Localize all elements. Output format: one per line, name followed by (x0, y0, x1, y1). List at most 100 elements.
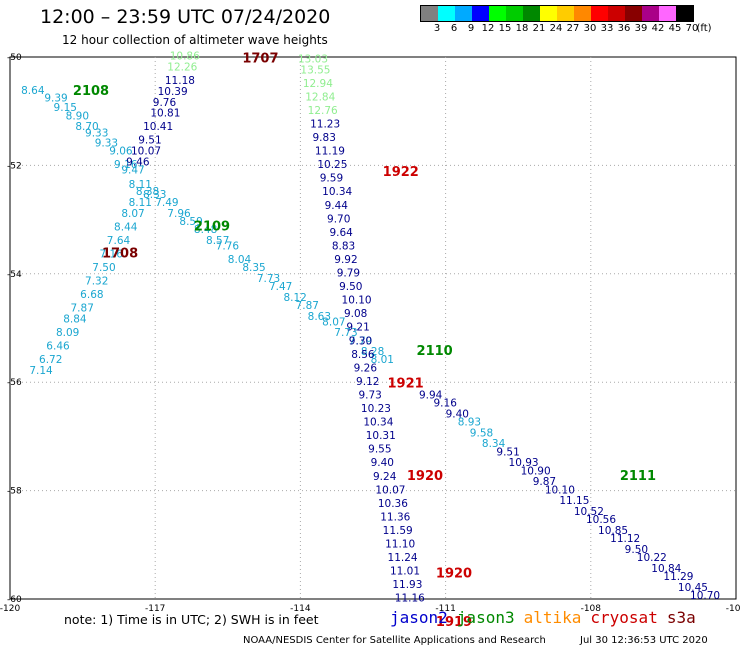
wave-height-value: 10.81 (150, 108, 180, 120)
wave-height-value: 12.84 (305, 91, 335, 103)
wave-height-value: 9.59 (320, 173, 343, 185)
credit-text: NOAA/NESDIS Center for Satellite Applica… (243, 635, 546, 646)
satellite-jason3: jason3 (456, 608, 515, 627)
wave-height-value: 7.47 (269, 281, 292, 293)
wave-height-value: 7.32 (85, 276, 108, 288)
wave-height-value: 10.25 (317, 159, 347, 171)
wave-height-value: 9.39 (44, 92, 67, 104)
wave-height-value: 9.21 (346, 322, 369, 334)
y-tick-label: -52 (7, 161, 22, 171)
wave-height-value: 8.44 (114, 221, 138, 233)
legend-swatch (574, 6, 591, 21)
wave-height-value: 8.12 (283, 292, 306, 304)
wave-height-value: 6.68 (80, 289, 103, 301)
wave-height-value: 12.26 (167, 62, 197, 74)
grid-lines (10, 57, 736, 599)
wave-height-value: 10.93 (509, 457, 539, 469)
x-tick-label: -108 (581, 604, 602, 614)
legend-swatch (659, 6, 676, 21)
wave-height-value: 9.40 (446, 408, 469, 420)
legend-swatch (591, 6, 608, 21)
pass-time-label: 1707 (242, 51, 278, 66)
satellite-altika: altika (523, 608, 582, 627)
wave-height-value: 9.73 (358, 389, 381, 401)
x-tick-label: -105 (726, 604, 740, 614)
wave-height-value: 9.12 (356, 376, 379, 388)
wave-height-value: 11.59 (383, 525, 413, 537)
wave-height-value: 10.10 (342, 295, 372, 307)
legend-swatch (523, 6, 540, 21)
legend-swatch (489, 6, 506, 21)
legend-swatch (421, 6, 438, 21)
wave-height-value: 11.19 (315, 146, 345, 158)
wave-height-value: 8.09 (56, 327, 79, 339)
pass-time-label: 2108 (73, 84, 109, 99)
y-tick-label: -54 (7, 270, 22, 280)
wave-height-value: 9.08 (344, 308, 367, 320)
wave-height-value: 6.46 (46, 341, 70, 353)
legend-color-bar (420, 5, 694, 22)
wave-height-value: 10.90 (521, 465, 551, 477)
wave-height-value: 8.07 (121, 208, 144, 220)
wave-height-value: 9.26 (354, 362, 378, 374)
legend-label: 42 (651, 23, 665, 34)
x-tick-label: -114 (290, 604, 311, 614)
wave-height-value: 11.10 (385, 539, 415, 551)
y-tick-label: -60 (7, 595, 22, 605)
legend-label: 24 (549, 23, 563, 34)
wave-height-value: 9.51 (496, 446, 519, 458)
wave-height-value: 9.46 (126, 156, 150, 168)
pass-time-label: 1922 (383, 165, 419, 180)
wave-height-value: 9.64 (329, 227, 353, 239)
wave-height-value: 9.06 (109, 146, 133, 158)
wave-height-value: 7.79 (349, 335, 372, 347)
wave-height-value: 10.70 (690, 590, 720, 602)
footer-note: note: 1) Time is in UTC; 2) SWH is in fe… (64, 612, 319, 627)
wave-height-value: 10.07 (131, 146, 161, 158)
wave-height-value: 7.49 (155, 197, 178, 209)
legend-swatch (540, 6, 557, 21)
wave-height-value: 9.58 (470, 427, 493, 439)
wave-height-value: 12.76 (308, 105, 338, 117)
page-title: 12:00 – 23:59 UTC 07/24/2020 (40, 6, 331, 28)
wave-height-value: 9.79 (337, 268, 360, 280)
wave-height-value: 9.50 (339, 281, 362, 293)
pass-labels: 2108 1707 2109 1708 1922 2110 1921 1920 2111 1920… (73, 51, 656, 630)
satellite-cryosat: cryosat (590, 608, 658, 627)
legend-labels: 3 6 9 12 15 18 21 24 27 30 33 36 39 42 45 70 (ft) (420, 22, 712, 36)
wave-height-value: 9.33 (85, 128, 108, 140)
wave-height-value: 11.93 (392, 579, 422, 591)
y-tick-label: -56 (7, 378, 22, 388)
legend-swatch (557, 6, 574, 21)
wave-height-value: 11.23 (310, 118, 340, 130)
legend-label: 30 (583, 23, 597, 34)
wave-height-value: 7.14 (29, 365, 53, 377)
wave-height-value: 8.07 (322, 316, 345, 328)
wave-height-value: 10.10 (545, 484, 575, 496)
wave-height-value: 13.55 (300, 64, 330, 76)
x-tick-label: -111 (435, 604, 455, 614)
wave-height-value: 9.40 (371, 457, 394, 469)
page-subtitle: 12 hour collection of altimeter wave hei… (62, 33, 328, 47)
legend-label: 33 (600, 23, 614, 34)
legend-swatch (642, 6, 659, 21)
legend-swatch (472, 6, 489, 21)
wave-height-value: 9.76 (153, 97, 177, 109)
wave-height-value: 10.34 (322, 186, 352, 198)
wave-height-value: 8.84 (63, 314, 87, 326)
wave-height-value: 8.57 (206, 235, 229, 247)
legend-label: 6 (450, 23, 458, 34)
axis-tick-labels: -120 -117 -114 -111 -108 -105 -50 -52 -54 -56 -58 -… (0, 53, 740, 614)
wave-height-value: 7.16 (100, 249, 124, 261)
legend-swatch (455, 6, 472, 21)
wave-height-value: 8.59 (179, 216, 202, 228)
legend-label: (ft) (696, 23, 712, 34)
wave-height-value: 6.72 (39, 354, 62, 366)
legend-label: 21 (532, 23, 546, 34)
wave-height-value: 10.39 (158, 86, 188, 98)
wave-height-value: 9.44 (325, 200, 349, 212)
pass-time-label: 1921 (388, 377, 424, 392)
wave-height-value: 10.41 (143, 121, 173, 133)
legend-label: 12 (481, 23, 495, 34)
